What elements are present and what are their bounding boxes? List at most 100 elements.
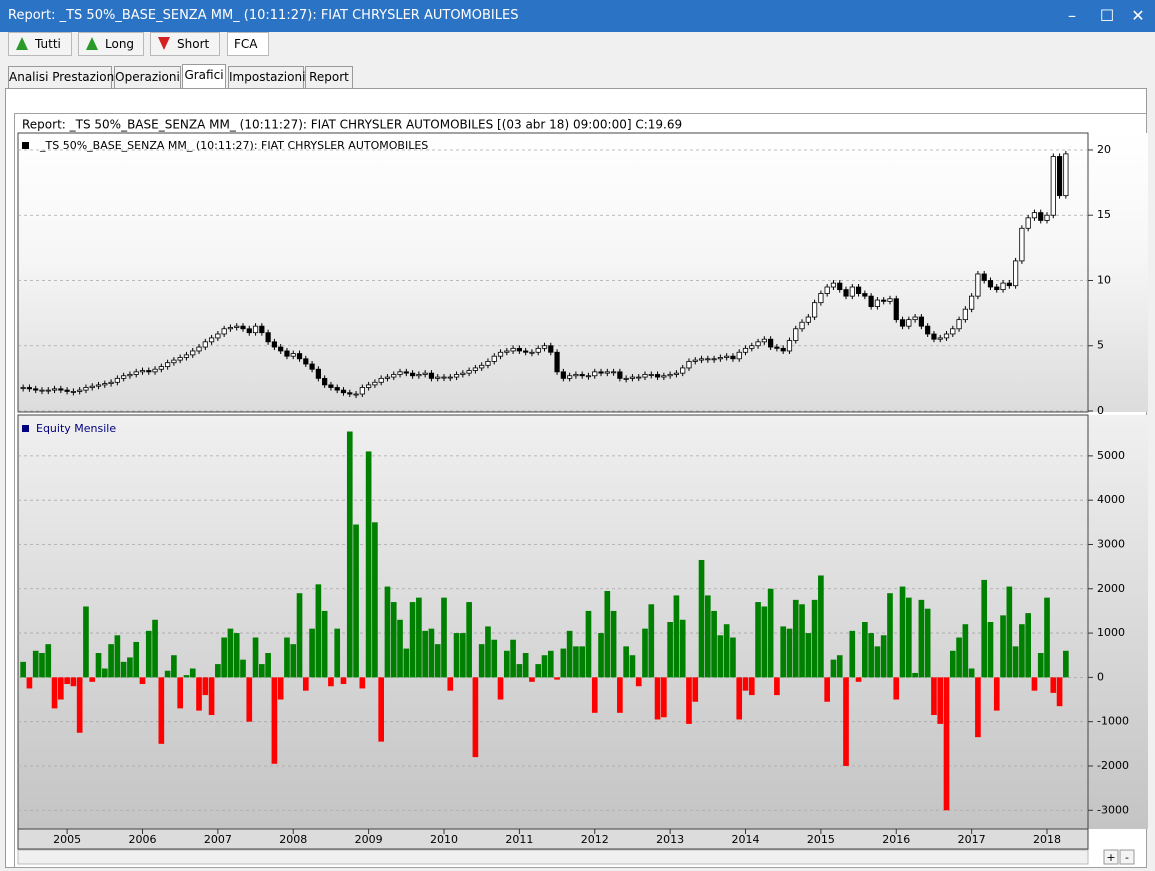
bar [233, 633, 240, 678]
candle-body [328, 384, 334, 388]
candle-body [774, 346, 780, 349]
bar [786, 628, 793, 678]
candle-body [435, 376, 441, 379]
bar [246, 677, 253, 722]
bar [139, 677, 146, 685]
candle-body [447, 376, 453, 379]
x-tick-label: 2005 [53, 833, 81, 846]
bar [315, 584, 322, 678]
candle-body [912, 316, 918, 321]
candle-body [724, 355, 730, 358]
candle-body [271, 341, 277, 348]
candle-body [403, 371, 409, 374]
candle-body [943, 333, 950, 339]
bar [862, 622, 868, 678]
candle-body [353, 393, 359, 396]
bar [843, 677, 849, 766]
bar [566, 630, 573, 678]
bar [51, 677, 58, 709]
y-tick-label: -2000 [1097, 759, 1129, 772]
candle-body [1025, 217, 1031, 229]
bar [271, 677, 278, 764]
candle-body [661, 375, 667, 378]
candle-body [906, 319, 912, 327]
candle-body [830, 282, 837, 288]
bar [968, 668, 975, 678]
bar [89, 677, 96, 682]
bar [679, 619, 686, 678]
bar [880, 635, 887, 678]
close-button[interactable]: ✕ [1131, 6, 1145, 25]
candle-body [472, 367, 479, 371]
bar [334, 628, 341, 678]
zoom-in-button[interactable] [1103, 849, 1119, 865]
bar [171, 655, 177, 678]
candle-body [629, 376, 636, 379]
candle-body [868, 295, 874, 307]
candle-body [705, 358, 711, 361]
candle-body [428, 372, 435, 379]
bar [460, 633, 466, 678]
bar [177, 677, 184, 709]
bar [447, 677, 454, 691]
bar [164, 670, 171, 678]
bar [428, 628, 435, 678]
bar [811, 599, 818, 678]
toolbar-button[interactable]: Long [78, 32, 144, 56]
bar [346, 431, 353, 678]
bar [1063, 650, 1069, 678]
bar [378, 677, 385, 742]
bar [101, 668, 108, 678]
candle-body [309, 363, 315, 370]
candle-body [190, 350, 196, 356]
candle-body [975, 273, 981, 297]
bar [45, 644, 52, 678]
candle-body [749, 345, 755, 349]
bar [704, 595, 711, 678]
tab[interactable]: Grafici [182, 64, 226, 88]
scrollbar[interactable] [17, 849, 1089, 865]
maximize-button[interactable]: ☐ [1099, 6, 1115, 25]
minimize-button[interactable]: – [1068, 6, 1076, 25]
candle-body [51, 388, 58, 391]
bar [805, 633, 812, 678]
candle-body [686, 361, 692, 369]
candle-body [711, 358, 717, 361]
zoom-out-button[interactable] [1119, 849, 1135, 865]
candle-body [793, 328, 799, 341]
button-icon [158, 37, 170, 50]
x-tick-label: 2014 [732, 833, 760, 846]
candle-body [215, 333, 221, 339]
candle-body [925, 325, 931, 335]
candle-body [240, 325, 246, 330]
tab[interactable]: Impostazioni [228, 66, 305, 88]
candle-body [133, 371, 139, 375]
x-tick-label: 2015 [807, 833, 835, 846]
candle-body [673, 372, 680, 375]
x-tick-label: 2011 [505, 833, 533, 846]
bar [497, 677, 504, 700]
bar [466, 602, 472, 678]
candle-body [554, 351, 560, 373]
y-tick-label: 4000 [1097, 493, 1125, 506]
y-tick-label: -1000 [1097, 715, 1129, 728]
bar [290, 644, 297, 678]
candle-body [322, 377, 328, 386]
bar [748, 677, 755, 696]
tab[interactable]: Operazioni [114, 66, 181, 88]
bar [26, 677, 33, 689]
x-tick-label: 2008 [279, 833, 307, 846]
tab[interactable]: Report [305, 66, 353, 88]
bar [1056, 677, 1063, 707]
tab[interactable]: Analisi Prestazioni [8, 66, 118, 88]
candle-body [736, 351, 742, 360]
candle-body [284, 350, 290, 357]
toolbar-button[interactable]: Tutti [8, 32, 72, 56]
candle-body [265, 332, 271, 343]
toolbar-button[interactable]: Short [150, 32, 220, 56]
bar [792, 599, 799, 678]
candle-body [409, 372, 416, 377]
symbol-box[interactable]: FCA [227, 32, 269, 56]
candle-body [39, 389, 45, 392]
candle-body [579, 374, 585, 377]
